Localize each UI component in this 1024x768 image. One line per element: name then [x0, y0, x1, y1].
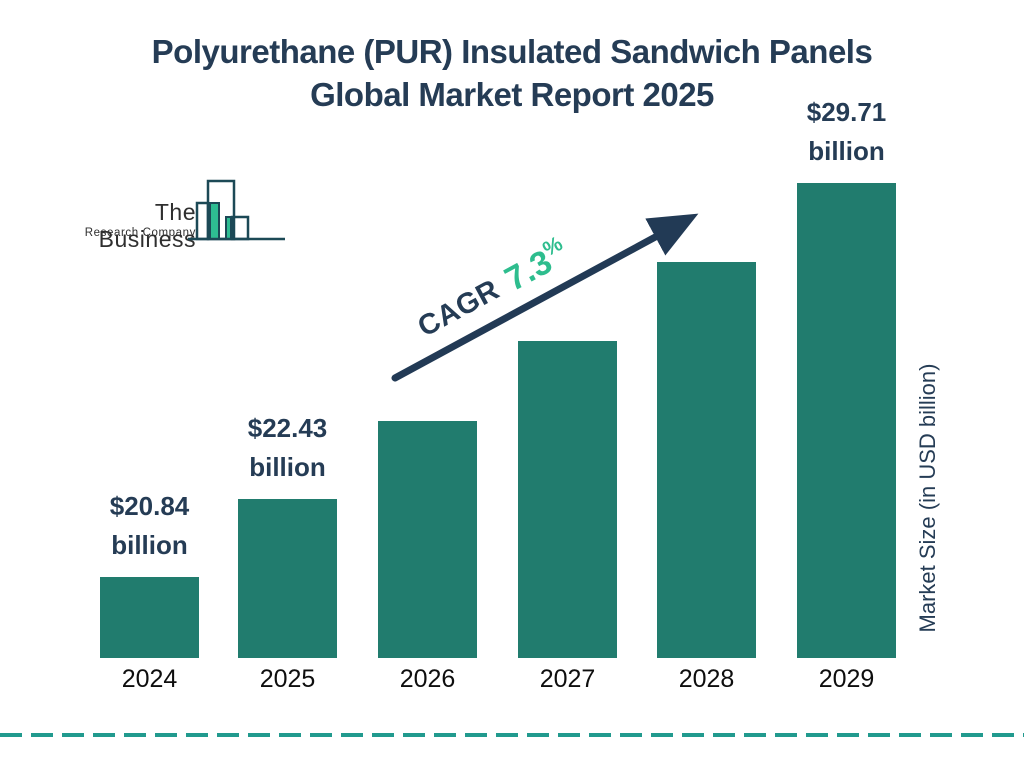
logo-bar-chart-icon	[188, 179, 285, 241]
x-tick-2026: 2026	[399, 665, 456, 693]
value-label-2024: $20.84 billion	[109, 491, 190, 560]
bar-2025	[238, 499, 337, 658]
x-tick-2029: 2029	[818, 665, 875, 693]
y-axis-label: Market Size (in USD billion)	[915, 363, 940, 633]
chart-title: Polyurethane (PUR) Insulated Sandwich Pa…	[0, 30, 1024, 116]
bar-2029	[797, 183, 896, 658]
x-tick-2028: 2028	[678, 665, 735, 693]
logo-text-secondary: Research Company	[84, 227, 196, 239]
bottom-dashed-divider	[0, 733, 1024, 737]
x-tick-2027: 2027	[539, 665, 596, 693]
bar-2026	[378, 421, 477, 658]
bar-2028	[657, 262, 756, 658]
bar-2027	[518, 341, 617, 658]
x-tick-2025: 2025	[259, 665, 316, 693]
growth-arrow-icon	[391, 213, 699, 382]
logo-text-primary: The Business	[98, 199, 196, 252]
x-tick-2024: 2024	[121, 665, 178, 693]
value-label-2029: $29.71 billion	[806, 97, 887, 166]
value-label-2025: $22.43 billion	[247, 413, 328, 482]
chart-title-line2: Global Market Report 2025	[310, 76, 714, 113]
bar-2024	[100, 577, 199, 658]
chart-title-line1: Polyurethane (PUR) Insulated Sandwich Pa…	[151, 33, 873, 70]
